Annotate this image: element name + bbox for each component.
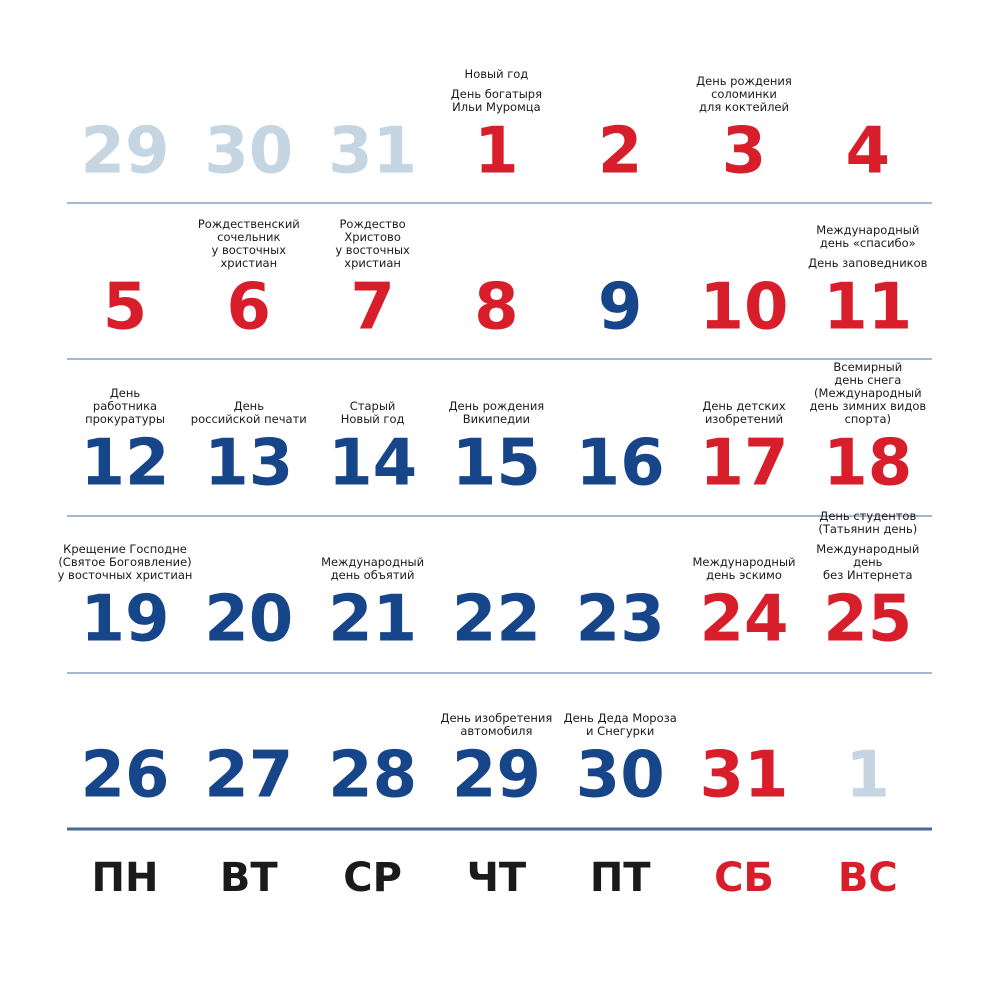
day-number: 26 xyxy=(80,739,169,813)
day-number: 31 xyxy=(328,115,417,189)
day-number: 22 xyxy=(452,583,541,657)
holiday-note: Ильи Муромца xyxy=(452,100,540,114)
day-number: 29 xyxy=(452,739,541,813)
day-number: 18 xyxy=(823,427,912,501)
day-number: 10 xyxy=(699,271,788,345)
day-number: 17 xyxy=(699,427,788,501)
weekday-label: СБ xyxy=(714,855,774,901)
holiday-note: Википедии xyxy=(463,412,530,426)
day-number: 27 xyxy=(204,739,293,813)
holiday-note: Старый xyxy=(350,399,396,413)
holiday-note: день зимних видов xyxy=(809,399,926,413)
holiday-note: и Снегурки xyxy=(586,724,654,738)
day-number: 19 xyxy=(80,583,169,657)
holiday-note: Новый год xyxy=(341,412,405,426)
day-number: 23 xyxy=(576,583,665,657)
holiday-note: день снега xyxy=(834,373,901,387)
holiday-note: Рождество xyxy=(339,217,405,231)
day-number: 3 xyxy=(722,115,767,189)
day-number: 9 xyxy=(598,271,643,345)
day-number: 21 xyxy=(328,583,417,657)
weekday-label: СР xyxy=(343,855,402,901)
holiday-note: христиан xyxy=(220,256,277,270)
holiday-note: День xyxy=(110,386,141,400)
day-number: 8 xyxy=(474,271,519,345)
holiday-note: день объятий xyxy=(331,568,415,582)
day-number: 7 xyxy=(350,271,395,345)
holiday-note: День студентов xyxy=(819,509,916,523)
holiday-note: День детских xyxy=(702,399,785,413)
weekday-label: ВС xyxy=(838,855,898,901)
day-number: 29 xyxy=(80,115,169,189)
day-number: 16 xyxy=(576,427,665,501)
holiday-note: соломинки xyxy=(711,87,777,101)
weekday-label: ВТ xyxy=(220,855,278,901)
day-number: 28 xyxy=(328,739,417,813)
holiday-note: у восточных xyxy=(335,243,410,257)
weekday-label: ПН xyxy=(92,855,159,901)
holiday-note: российской печати xyxy=(191,412,307,426)
holiday-note: (Татьянин день) xyxy=(818,522,917,536)
holiday-note: День заповедников xyxy=(808,256,928,270)
holiday-note: у восточных христиан xyxy=(58,568,193,582)
holiday-note: христиан xyxy=(344,256,401,270)
holiday-note: сочельник xyxy=(217,230,280,244)
holiday-note: Новый год xyxy=(465,67,529,81)
holiday-note: (Святое Богоявление) xyxy=(58,555,191,569)
holiday-note: День xyxy=(234,399,265,413)
holiday-note: день «спасибо» xyxy=(820,236,916,250)
day-number: 25 xyxy=(823,583,912,657)
day-number: 30 xyxy=(204,115,293,189)
holiday-note: у восточных xyxy=(212,243,287,257)
holiday-note: (Международный xyxy=(814,386,922,400)
holiday-note: спорта) xyxy=(845,412,891,426)
day-number: 11 xyxy=(823,271,912,345)
holiday-note: День изобретения xyxy=(441,711,553,725)
day-number: 6 xyxy=(227,271,272,345)
day-number: 13 xyxy=(204,427,293,501)
day-number: 2 xyxy=(598,115,643,189)
holiday-note: Международный xyxy=(816,223,919,237)
holiday-note: работника xyxy=(93,399,157,413)
weekday-label: ЧТ xyxy=(467,855,527,901)
holiday-note: Международный xyxy=(692,555,795,569)
day-number: 24 xyxy=(699,583,788,657)
holiday-note: прокуратуры xyxy=(85,412,165,426)
weekday-label: ПТ xyxy=(590,855,651,901)
holiday-note: автомобиля xyxy=(460,724,532,738)
holiday-note: день xyxy=(853,555,883,569)
holiday-note: день эскимо xyxy=(706,568,782,582)
holiday-note: Рождественский xyxy=(198,217,300,231)
holiday-note: для коктейлей xyxy=(699,100,789,114)
holiday-note: День Деда Мороза xyxy=(564,711,677,725)
holiday-note: День богатыря xyxy=(451,87,542,101)
day-number: 1 xyxy=(846,739,891,813)
holiday-note: День рождения xyxy=(696,74,792,88)
day-number: 15 xyxy=(452,427,541,501)
day-number: 4 xyxy=(846,115,891,189)
day-number: 20 xyxy=(204,583,293,657)
day-number: 30 xyxy=(576,739,665,813)
day-number: 31 xyxy=(699,739,788,813)
holiday-note: Международный xyxy=(321,555,424,569)
holiday-note: Всемирный xyxy=(833,360,902,374)
holiday-note: Международный xyxy=(816,542,919,556)
day-number: 14 xyxy=(328,427,417,501)
holiday-note: Крещение Господне xyxy=(63,542,187,556)
holiday-note: Христово xyxy=(344,230,401,244)
holiday-note: изобретений xyxy=(705,412,783,426)
holiday-note: День рождения xyxy=(449,399,545,413)
day-number: 5 xyxy=(103,271,148,345)
day-number: 1 xyxy=(474,115,519,189)
day-number: 12 xyxy=(80,427,169,501)
holiday-note: без Интернета xyxy=(823,568,912,582)
